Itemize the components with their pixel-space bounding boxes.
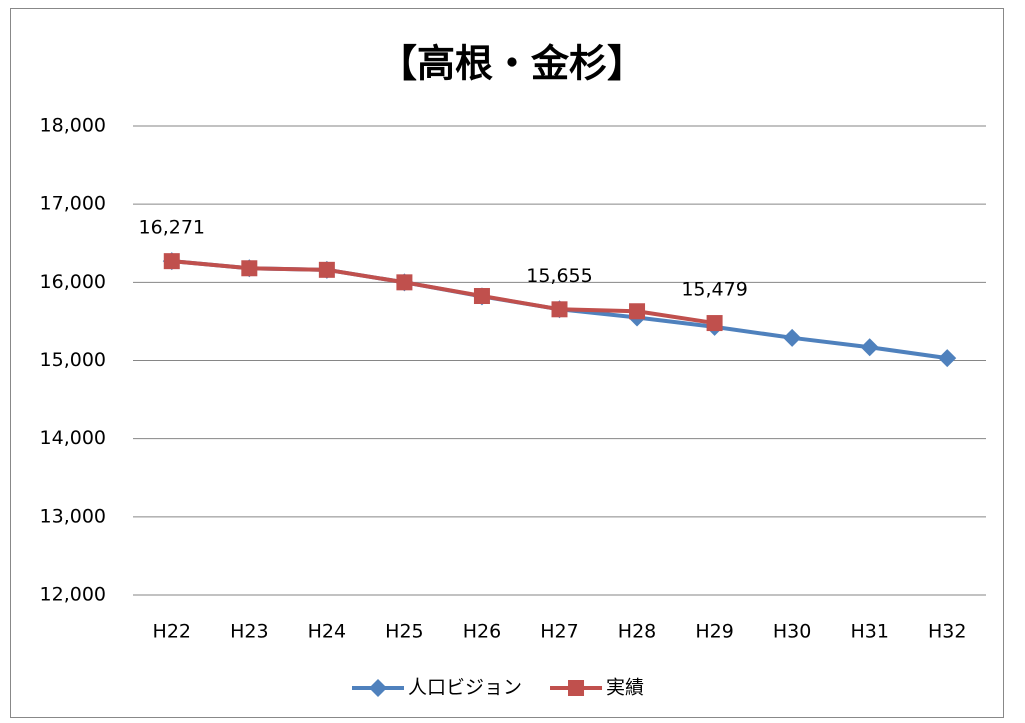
chart-title: 【高根・金杉】 xyxy=(379,42,645,86)
legend-label: 実績 xyxy=(606,677,644,699)
marker xyxy=(938,349,957,368)
series-line xyxy=(171,259,715,326)
x-tick-label: H29 xyxy=(695,621,733,643)
y-tick-label: 14,000 xyxy=(40,427,106,449)
y-tick-label: 13,000 xyxy=(40,505,106,527)
y-tick-label: 12,000 xyxy=(40,584,106,606)
data-label: 16,271 xyxy=(139,217,205,239)
x-tick-label: H24 xyxy=(308,621,346,643)
legend-marker xyxy=(568,680,585,696)
marker xyxy=(396,274,413,291)
x-tick-label: H28 xyxy=(618,621,656,643)
chart-border xyxy=(10,8,1004,718)
marker xyxy=(318,261,335,278)
x-tick-label: H32 xyxy=(928,621,966,643)
marker xyxy=(163,253,180,270)
data-label: 15,479 xyxy=(681,279,747,301)
legend-marker xyxy=(369,679,387,697)
y-tick-label: 16,000 xyxy=(40,271,106,293)
marker xyxy=(706,315,723,332)
legend-label: 人口ビジョン xyxy=(408,677,522,699)
x-tick-label: H23 xyxy=(230,621,268,643)
x-tick-label: H27 xyxy=(540,621,578,643)
legend-item: 実績 xyxy=(550,677,644,699)
x-tick-label: H31 xyxy=(850,621,888,643)
legend-item: 人口ビジョン xyxy=(352,677,522,699)
marker xyxy=(860,338,879,357)
x-tick-label: H22 xyxy=(153,621,191,643)
marker xyxy=(551,301,568,318)
data-label: 15,655 xyxy=(526,265,592,287)
marker xyxy=(241,260,258,277)
x-tick-label: H25 xyxy=(385,621,423,643)
x-tick-label: H30 xyxy=(773,621,811,643)
y-tick-label: 18,000 xyxy=(40,115,106,137)
x-tick-label: H26 xyxy=(463,621,501,643)
marker xyxy=(629,303,646,320)
y-tick-label: 15,000 xyxy=(40,349,106,371)
y-tick-label: 17,000 xyxy=(40,193,106,215)
marker xyxy=(473,288,490,305)
marker xyxy=(783,328,802,347)
